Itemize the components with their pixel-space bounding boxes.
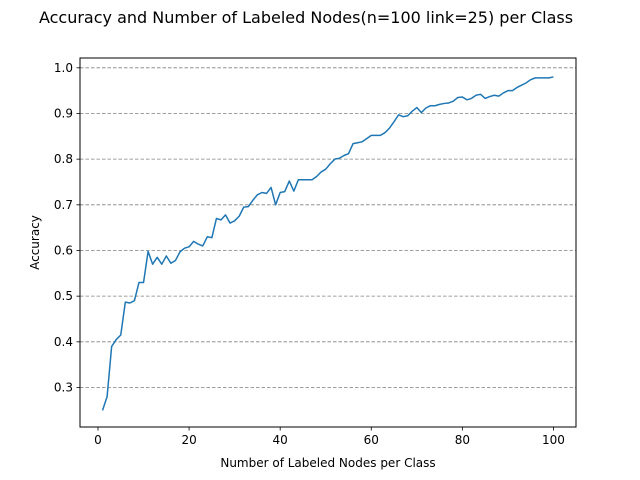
x-tick-label: 80 — [455, 433, 470, 447]
plot-area-frame — [79, 57, 577, 428]
x-tick-label: 0 — [94, 433, 102, 447]
y-axis-ticks: 0.3 0.4 0.5 0.6 0.7 0.8 0.9 1.0 — [54, 61, 80, 394]
y-tick-label: 0.4 — [54, 335, 73, 349]
x-axis-ticks: 0 20 40 60 80 100 — [94, 427, 565, 447]
x-tick-label: 40 — [273, 433, 288, 447]
chart-title: Accuracy and Number of Labeled Nodes(n=1… — [39, 8, 573, 27]
y-tick-label: 0.6 — [54, 243, 73, 257]
y-tick-label: 1.0 — [54, 61, 73, 75]
y-tick-label: 0.5 — [54, 289, 73, 303]
x-tick-label: 60 — [364, 433, 379, 447]
y-tick-label: 0.9 — [54, 106, 73, 120]
series-group — [101, 76, 554, 411]
x-tick-label: 100 — [542, 433, 565, 447]
y-tick-label: 0.3 — [54, 380, 73, 394]
y-tick-label: 0.8 — [54, 152, 73, 166]
x-axis-label: Number of Labeled Nodes per Class — [220, 456, 435, 470]
y-axis-label: Accuracy — [28, 215, 42, 270]
gridlines — [80, 67, 576, 388]
x-tick-label: 20 — [181, 433, 196, 447]
y-tick-label: 0.7 — [54, 198, 73, 212]
accuracy-line — [101, 76, 554, 411]
